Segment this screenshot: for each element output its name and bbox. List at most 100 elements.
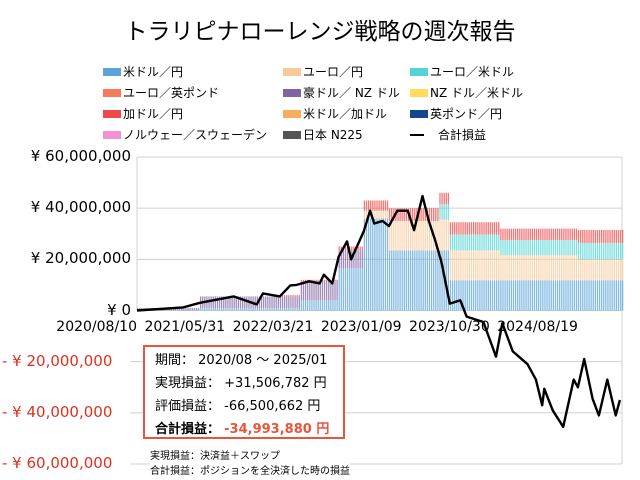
bar-segment-eur_jpy — [472, 250, 475, 281]
bar-segment-eur_jpy — [481, 250, 483, 281]
bar-segment-eur_usd — [607, 242, 609, 260]
bar-segment-aud_nzd — [197, 307, 200, 311]
bar-segment-usd_jpy — [500, 280, 502, 311]
bar-segment-aud_nzd — [309, 281, 311, 301]
bar-segment-eur_jpy — [395, 220, 397, 251]
legend-item: 豪ドル／ NZ ドル — [283, 84, 400, 101]
bar-segment-eur_jpy — [424, 220, 426, 251]
bar-segment-aud_nzd — [359, 250, 361, 269]
bar-segment-eur_jpy — [527, 255, 529, 281]
y-tick-label: ¥ 20,000,000 — [30, 249, 131, 268]
bar-segment-eur_usd — [596, 242, 599, 260]
bar-segment-usd_jpy — [433, 250, 435, 311]
bar-segment-aud_nzd — [210, 296, 212, 308]
bar-segment-eur_jpy — [552, 255, 555, 281]
bar-segment-usd_jpy — [561, 280, 563, 311]
bar-segment-cad_jpy — [573, 228, 576, 241]
bar-segment-cad_jpy — [353, 246, 355, 251]
bar-segment-cad_jpy — [447, 192, 450, 205]
bar-segment-cad_jpy — [590, 229, 592, 243]
bar-segment-eur_usd — [481, 234, 483, 251]
bar-segment-cad_jpy — [559, 228, 561, 241]
bar-segment-eur_jpy — [538, 255, 540, 281]
bar-segment-cad_jpy — [430, 208, 433, 221]
bar-segment-usd_jpy — [466, 280, 468, 311]
bar-segment-aud_nzd — [315, 281, 317, 301]
bar-segment-eur_jpy — [605, 259, 607, 281]
bar-segment-eur_usd — [556, 240, 559, 256]
bar-segment-eur_jpy — [460, 250, 462, 281]
bar-segment-aud_nzd — [244, 296, 246, 308]
bar-segment-cad_jpy — [399, 208, 401, 221]
bar-segment-eur_jpy — [556, 255, 559, 281]
y-tick-label: ¥ 0 — [107, 300, 131, 319]
bar-segment-eur_usd — [540, 240, 542, 256]
bar-segment-cad_jpy — [542, 228, 544, 241]
legend-label: 米ドル／円 — [123, 65, 184, 79]
bar-segment-usd_jpy — [332, 300, 334, 311]
legend-swatch — [283, 130, 301, 139]
legend-label: ユーロ／英ポンド — [123, 86, 220, 100]
legend-item: NZ ドル／米ドル — [410, 84, 523, 101]
bar-segment-cad_jpy — [605, 229, 607, 243]
bar-segment-cad_jpy — [372, 200, 374, 211]
bar-segment-eur_usd — [573, 240, 576, 256]
bar-segment-usd_jpy — [422, 250, 424, 311]
bar-segment-eur_usd — [525, 240, 527, 256]
bar-segment-aud_nzd — [262, 296, 265, 308]
bar-segment-usd_jpy — [582, 280, 584, 311]
bar-segment-eur_jpy — [380, 210, 382, 219]
bar-segment-cad_jpy — [334, 279, 336, 282]
bar-segment-cad_jpy — [529, 228, 531, 241]
bar-segment-eur_usd — [605, 242, 607, 260]
bar-segment-cad_jpy — [363, 200, 366, 211]
bar-segment-eur_usd — [598, 242, 601, 260]
bar-segment-usd_jpy — [231, 307, 233, 311]
bar-segment-usd_jpy — [409, 250, 412, 311]
bar-segment-usd_jpy — [491, 280, 494, 311]
bar-segment-usd_jpy — [248, 307, 250, 311]
bar-segment-cad_jpy — [414, 208, 416, 221]
bar-segment-usd_jpy — [359, 268, 361, 311]
bar-segment-cad_jpy — [462, 222, 464, 235]
bar-segment-cad_jpy — [393, 208, 395, 221]
bar-segment-cad_jpy — [477, 222, 479, 235]
bar-segment-eur_usd — [531, 240, 534, 256]
bar-segment-usd_jpy — [611, 280, 613, 311]
bar-segment-cad_jpy — [405, 208, 408, 221]
bar-segment-cad_jpy — [580, 229, 582, 243]
bar-segment-cad_jpy — [615, 229, 618, 243]
chart-title: トラリピナローレンジ戦略の週次報告 — [124, 19, 516, 45]
bar-segment-eur_jpy — [416, 220, 418, 251]
bar-segment-eur_jpy — [420, 220, 422, 251]
bar-segment-usd_jpy — [565, 280, 567, 311]
bar-segment-eur_jpy — [617, 259, 620, 281]
bar-segment-aud_nzd — [325, 281, 328, 301]
bar-segment-eur_usd — [504, 240, 506, 256]
bar-segment-cad_jpy — [508, 228, 510, 241]
bar-segment-usd_jpy — [617, 280, 620, 311]
bar-segment-cad_jpy — [556, 228, 559, 241]
bar-segment-aud_nzd — [223, 296, 225, 308]
bar-segment-usd_jpy — [441, 250, 443, 311]
bar-segment-cad_jpy — [519, 228, 521, 241]
bar-segment-eur_jpy — [598, 259, 601, 281]
bar-segment-usd_jpy — [596, 280, 599, 311]
bar-segment-eur_usd — [514, 240, 517, 256]
x-tick-label: 2021/05/31 — [144, 319, 226, 335]
legend-label: 加ドル／円 — [123, 107, 184, 121]
bar-segment-usd_jpy — [550, 280, 552, 311]
bar-segment-cad_jpy — [483, 222, 485, 235]
bar-segment-aud_nzd — [220, 296, 223, 308]
bar-segment-eur_jpy — [426, 220, 429, 251]
bar-segment-usd_jpy — [462, 280, 464, 311]
legend-swatch — [410, 109, 428, 118]
bar-segment-aud_nzd — [296, 296, 298, 308]
legend-item: 米ドル／加ドル — [283, 105, 387, 122]
bar-segment-eur_jpy — [500, 255, 502, 281]
total-row: 合計損益： -34,993,880 円 — [155, 418, 343, 441]
bar-segment-usd_jpy — [451, 280, 454, 311]
bar-segment-usd_jpy — [334, 300, 336, 311]
bar-segment-aud_nzd — [187, 307, 189, 311]
bar-segment-usd_jpy — [407, 250, 410, 311]
